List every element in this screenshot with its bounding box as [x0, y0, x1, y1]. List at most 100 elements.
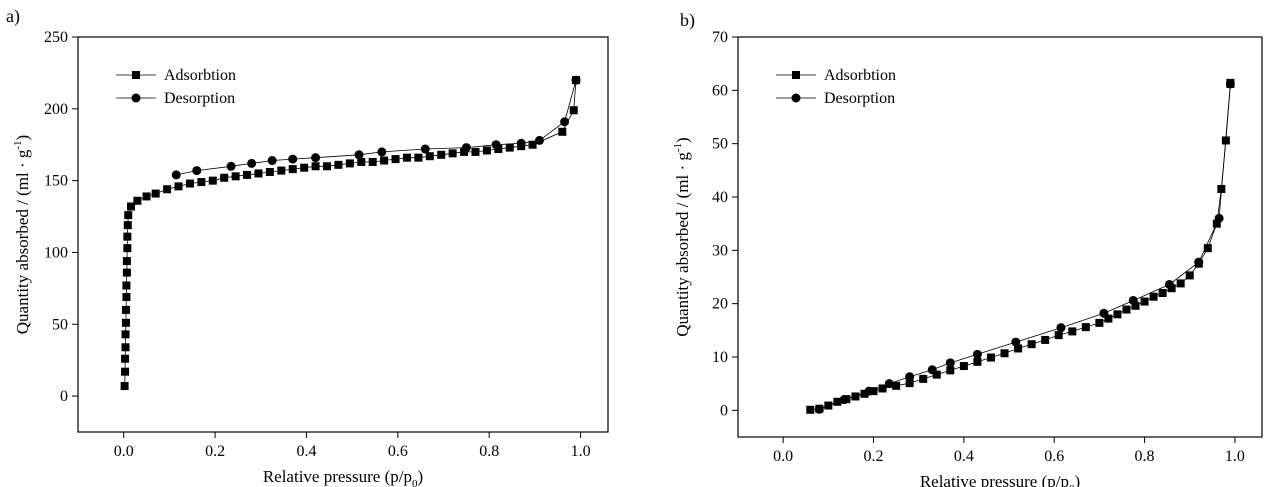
- x-axis-label-main: Relative pressure (p/p: [263, 467, 412, 486]
- data-point-desorption: [814, 404, 824, 414]
- data-point-adsorption: [368, 157, 377, 166]
- data-point-desorption: [247, 158, 257, 168]
- data-point-desorption: [905, 372, 915, 382]
- data-point-adsorption: [1131, 301, 1140, 310]
- legend-label: Desorption: [824, 90, 895, 107]
- data-point-adsorption: [123, 244, 132, 253]
- data-point-desorption: [839, 395, 849, 405]
- data-point-desorption: [864, 386, 874, 396]
- y-tick-label: 60: [712, 82, 728, 99]
- data-point-adsorption: [288, 165, 297, 174]
- y-axis-label: Quantity absorbed / (ml · g-1): [672, 137, 692, 336]
- series-line-adsorbtion: [124, 80, 577, 387]
- data-point-adsorption: [357, 157, 366, 166]
- data-point-adsorption: [1054, 331, 1063, 340]
- data-point-adsorption: [1027, 340, 1036, 349]
- y-tick-label: 100: [44, 244, 68, 261]
- data-point-desorption: [267, 156, 277, 166]
- x-tick-label: 1.0: [1225, 448, 1245, 465]
- data-point-desorption: [354, 150, 364, 160]
- x-tick-label: 0.8: [479, 443, 499, 460]
- data-point-adsorption: [380, 156, 389, 165]
- data-point-adsorption: [1176, 279, 1185, 288]
- data-point-adsorption: [528, 140, 537, 149]
- data-point-adsorption: [151, 189, 160, 198]
- x-tick-label: 0.2: [205, 443, 225, 460]
- y-tick-label: 0: [720, 402, 728, 419]
- data-point-desorption: [377, 147, 387, 157]
- y-tick-label: 150: [44, 173, 68, 190]
- data-point-desorption: [491, 140, 501, 150]
- data-point-desorption: [1011, 337, 1021, 347]
- y-axis-label-superscript: -1: [672, 143, 684, 152]
- data-point-adsorption: [311, 162, 320, 171]
- data-point-adsorption: [121, 318, 130, 327]
- data-point-adsorption: [122, 257, 131, 266]
- data-point-adsorption: [1095, 318, 1104, 327]
- panel-label: b): [680, 10, 695, 30]
- y-tick-label: 250: [44, 29, 68, 46]
- data-point-adsorption: [197, 178, 206, 187]
- data-point-adsorption: [121, 305, 130, 314]
- data-point-desorption: [1225, 79, 1235, 89]
- legend-label: Desorption: [164, 90, 235, 107]
- data-point-adsorption: [122, 268, 131, 277]
- plot-frame: [737, 36, 1263, 438]
- data-point-desorption: [192, 166, 202, 176]
- y-axis-label-main: Quantity absorbed / (ml · g: [13, 149, 32, 334]
- chart-panel-b: b) 0.0 0.2 0.4 0.6 0.8 1.0 0 10 20 30 40 50 60 70 Rela…: [660, 0, 1270, 487]
- y-tick-label: 30: [712, 242, 728, 259]
- data-point-adsorption: [460, 147, 469, 156]
- data-point-adsorption: [892, 381, 901, 390]
- data-point-adsorption: [1149, 292, 1158, 301]
- legend-square-marker: [132, 71, 140, 79]
- y-tick-label: 50: [52, 316, 68, 333]
- data-point-adsorption: [220, 173, 229, 182]
- data-point-adsorption: [123, 232, 132, 241]
- data-point-adsorption: [482, 146, 491, 155]
- data-point-adsorption: [1203, 244, 1212, 253]
- data-point-desorption: [226, 161, 236, 171]
- data-point-adsorption: [142, 192, 151, 201]
- data-point-adsorption: [558, 127, 567, 136]
- data-point-desorption: [461, 143, 471, 153]
- data-point-adsorption: [494, 145, 503, 154]
- y-tick-label: 70: [712, 29, 728, 46]
- data-point-adsorption: [208, 176, 217, 185]
- series-line-desorption: [819, 83, 1231, 410]
- data-point-desorption: [1099, 308, 1109, 318]
- data-point-adsorption: [1158, 289, 1167, 297]
- x-tick-label: 0.8: [1135, 448, 1155, 465]
- data-point-adsorption: [1104, 314, 1113, 323]
- data-point-adsorption: [122, 292, 131, 301]
- x-tick-label: 0.0: [114, 443, 134, 460]
- data-point-desorption: [1056, 323, 1066, 333]
- data-point-adsorption: [905, 379, 914, 388]
- y-tick-label: 40: [712, 189, 728, 206]
- x-axis-label: Relative pressure (p/p0): [920, 472, 1080, 487]
- data-point-adsorption: [1140, 297, 1149, 306]
- legend-label: Adsorbtion: [164, 67, 236, 84]
- data-point-adsorption: [265, 168, 274, 177]
- data-point-desorption: [927, 365, 937, 375]
- data-point-adsorption: [124, 211, 133, 220]
- chart-panel-a: a) 0.0 0.2 0.4 0.6 0.8 1.0 0 50 100 150 200 250 Rela…: [0, 0, 620, 487]
- data-point-adsorption: [437, 150, 446, 159]
- y-tick-label: 50: [712, 136, 728, 153]
- plot-frame: [77, 36, 609, 433]
- x-axis-label-end: ): [418, 467, 424, 486]
- data-point-adsorption: [391, 155, 400, 164]
- data-point-desorption: [534, 135, 544, 145]
- data-point-adsorption: [243, 170, 252, 179]
- y-axis-label-main: Quantity absorbed / (ml · g: [673, 152, 692, 337]
- data-point-adsorption: [122, 281, 131, 290]
- data-point-adsorption: [345, 159, 354, 168]
- data-point-adsorption: [986, 353, 995, 362]
- data-point-adsorption: [833, 397, 842, 406]
- data-point-adsorption: [121, 367, 130, 376]
- data-point-desorption: [1128, 295, 1138, 305]
- data-point-adsorption: [1014, 344, 1023, 353]
- y-axis-label: Quantity absorbed / (ml · g-1): [12, 135, 32, 334]
- data-point-adsorption: [402, 153, 411, 162]
- x-tick-label: 0.6: [1044, 448, 1064, 465]
